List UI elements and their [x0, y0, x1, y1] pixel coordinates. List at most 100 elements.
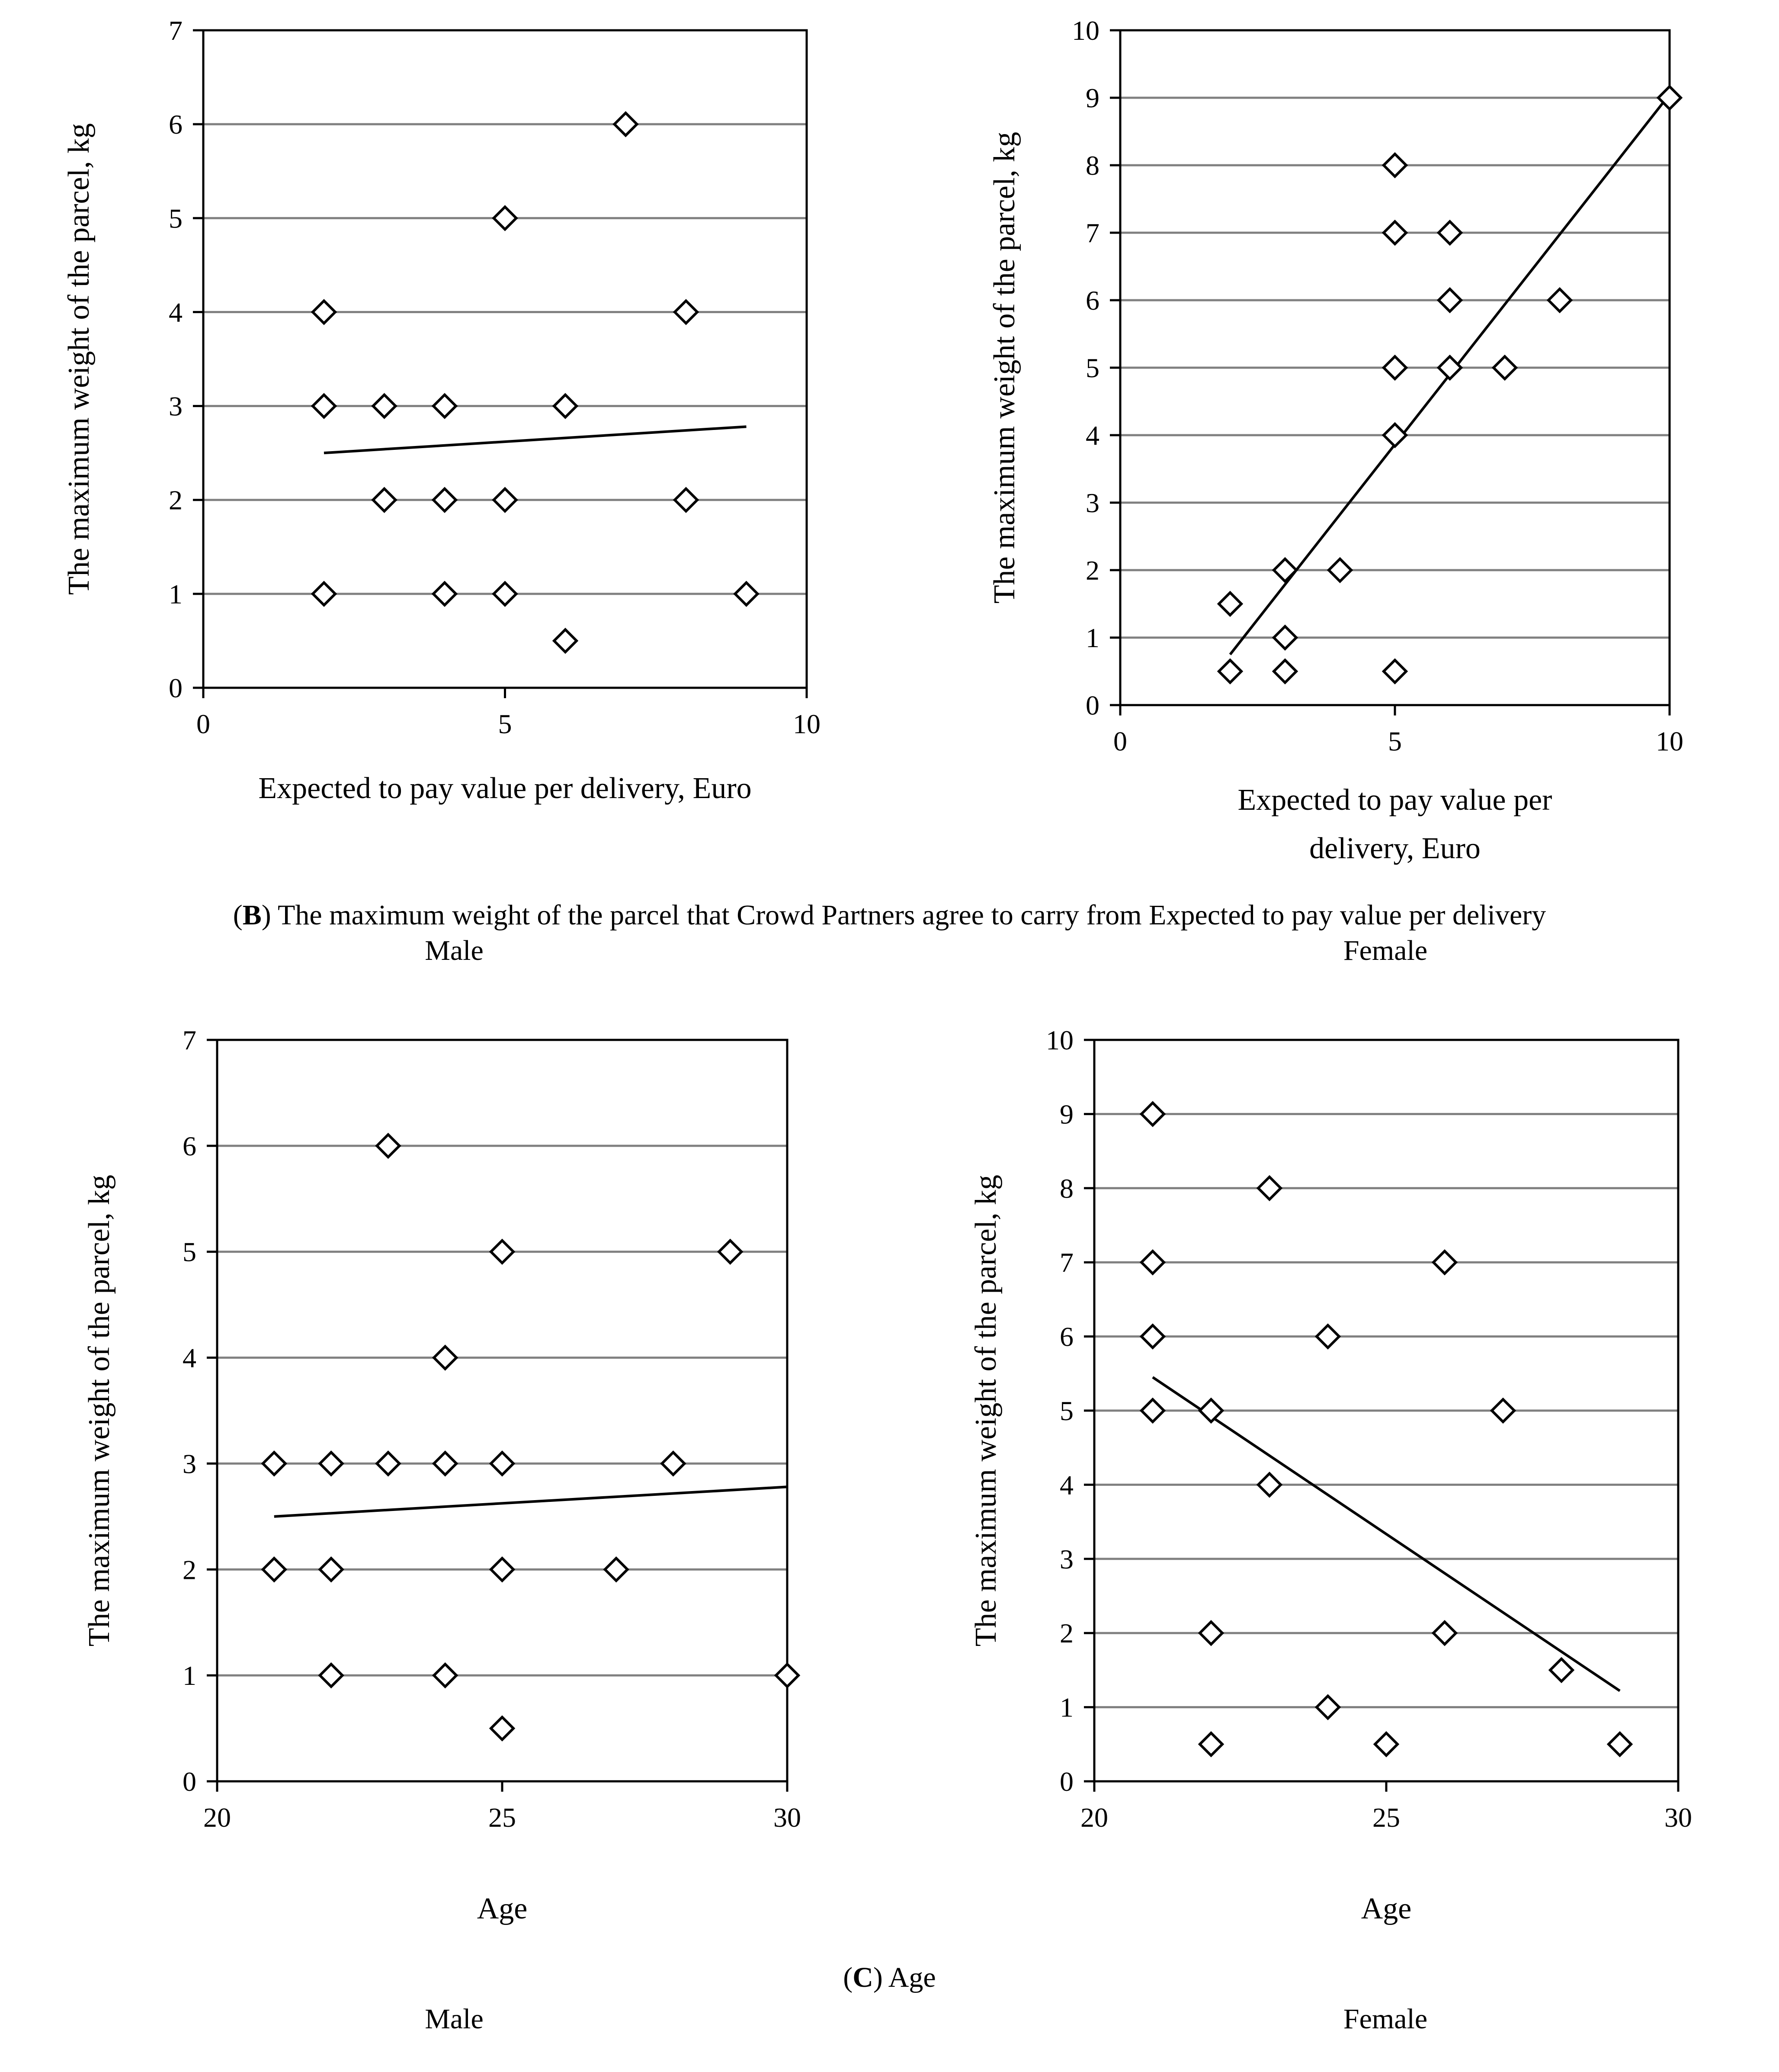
caption-b-male: Male [425, 935, 484, 966]
data-point [492, 581, 518, 607]
data-point [1256, 1175, 1283, 1202]
y-tick-label: 0 [1060, 1766, 1074, 1797]
data-point [1436, 287, 1463, 314]
data-point [1139, 1397, 1166, 1424]
y-tick-label: 4 [1086, 420, 1099, 451]
data-point [489, 1238, 516, 1265]
y-axis-label: The maximum weight of the parcel, kg [62, 123, 96, 595]
data-point [318, 1450, 344, 1477]
y-tick-label: 3 [183, 1448, 196, 1479]
data-point [1548, 1657, 1575, 1684]
data-point [311, 299, 337, 325]
y-tick-label: 3 [169, 391, 183, 422]
data-point [1217, 658, 1244, 685]
y-tick-label: 4 [1060, 1469, 1074, 1500]
data-point [1606, 1731, 1633, 1758]
y-tick-label: 4 [183, 1343, 196, 1373]
y-tick-label: 0 [183, 1766, 196, 1797]
y-axis-label: The maximum weight of the parcel, kg [83, 1175, 116, 1647]
data-point [311, 393, 337, 419]
x-axis-label: Age [1361, 1892, 1412, 1925]
y-tick-label: 10 [1046, 1025, 1074, 1055]
data-point [489, 1715, 516, 1742]
y-tick-label: 7 [169, 15, 183, 46]
x-tick-label: 20 [1080, 1802, 1108, 1833]
data-point [1272, 624, 1298, 651]
y-tick-label: 6 [169, 109, 183, 140]
x-tick-label: 10 [1656, 726, 1683, 757]
plot-frame [216, 1039, 789, 1783]
y-tick-label: 7 [183, 1025, 196, 1055]
y-tick-label: 5 [183, 1237, 196, 1267]
data-point [612, 111, 639, 138]
x-tick-label: 20 [203, 1802, 231, 1833]
data-point [1198, 1397, 1224, 1424]
y-tick-label: 2 [1060, 1618, 1074, 1649]
chart-b-female: 0 1 2 3 4 5 6 7 8 9 10 0 5 10 Expected to pay value pe… [988, 15, 1683, 865]
y-tick-label: 2 [1086, 555, 1099, 586]
y-tick-label: 7 [1060, 1247, 1074, 1278]
data-point [673, 299, 699, 325]
data-point [660, 1450, 686, 1477]
data-point [673, 487, 699, 513]
y-tick-label: 6 [1060, 1321, 1074, 1352]
data-point [1198, 1731, 1224, 1758]
y-tick-label: 8 [1086, 150, 1099, 181]
data-point [492, 205, 518, 231]
data-point [432, 1662, 458, 1689]
data-point [431, 393, 458, 419]
data-point [1272, 557, 1298, 584]
trendline [324, 425, 747, 455]
y-tick-label: 0 [169, 673, 183, 703]
data-point [717, 1238, 744, 1265]
data-point [1217, 590, 1244, 617]
data-point [261, 1450, 288, 1477]
data-point [1382, 152, 1408, 179]
chart-b-male: 0 1 2 3 4 5 6 7 0 5 10 Expected to pay value per de… [62, 15, 821, 805]
data-point [375, 1132, 401, 1159]
data-point [1382, 219, 1408, 246]
data-point [1436, 354, 1463, 381]
x-axis-label: Age [477, 1892, 528, 1925]
x-tick-label: 25 [488, 1802, 516, 1833]
data-point [318, 1556, 344, 1583]
y-tick-label: 3 [1086, 488, 1099, 518]
y-tick-label: 1 [1086, 622, 1099, 653]
x-tick-label: 30 [1664, 1802, 1692, 1833]
trendline [274, 1485, 788, 1518]
y-tick-label: 8 [1060, 1173, 1074, 1204]
data-point [431, 487, 458, 513]
data-point [1431, 1620, 1458, 1646]
y-axis-label: The maximum weight of the parcel, kg [969, 1175, 1003, 1647]
data-point [1546, 287, 1573, 314]
data-point [1314, 1694, 1341, 1720]
y-tick-label: 0 [1086, 690, 1099, 721]
x-tick-label: 10 [793, 709, 821, 739]
data-point [1431, 1249, 1458, 1276]
y-tick-label: 1 [1060, 1692, 1074, 1723]
y-tick-label: 5 [1086, 353, 1099, 383]
data-point [1139, 1323, 1166, 1350]
y-tick-label: 2 [169, 485, 183, 516]
caption-c-male: Male [425, 2003, 484, 2035]
y-tick-label: 9 [1086, 83, 1099, 113]
data-point [311, 581, 337, 607]
data-point [318, 1662, 344, 1689]
data-point [1656, 84, 1683, 111]
y-tick-label: 6 [183, 1131, 196, 1161]
data-point [261, 1556, 288, 1583]
data-point [431, 581, 458, 607]
data-point [371, 487, 397, 513]
data-point [1373, 1731, 1400, 1758]
data-point [1382, 422, 1408, 449]
data-point [774, 1662, 801, 1689]
data-point [1256, 1472, 1283, 1498]
data-point [552, 393, 579, 419]
y-tick-label: 6 [1086, 285, 1099, 316]
x-tick-label: 30 [773, 1802, 801, 1833]
data-point [432, 1344, 458, 1371]
y-axis-label: The maximum weight of the parcel, kg [988, 132, 1021, 604]
data-point [603, 1556, 629, 1583]
data-point [1139, 1101, 1166, 1127]
data-point [1139, 1249, 1166, 1276]
